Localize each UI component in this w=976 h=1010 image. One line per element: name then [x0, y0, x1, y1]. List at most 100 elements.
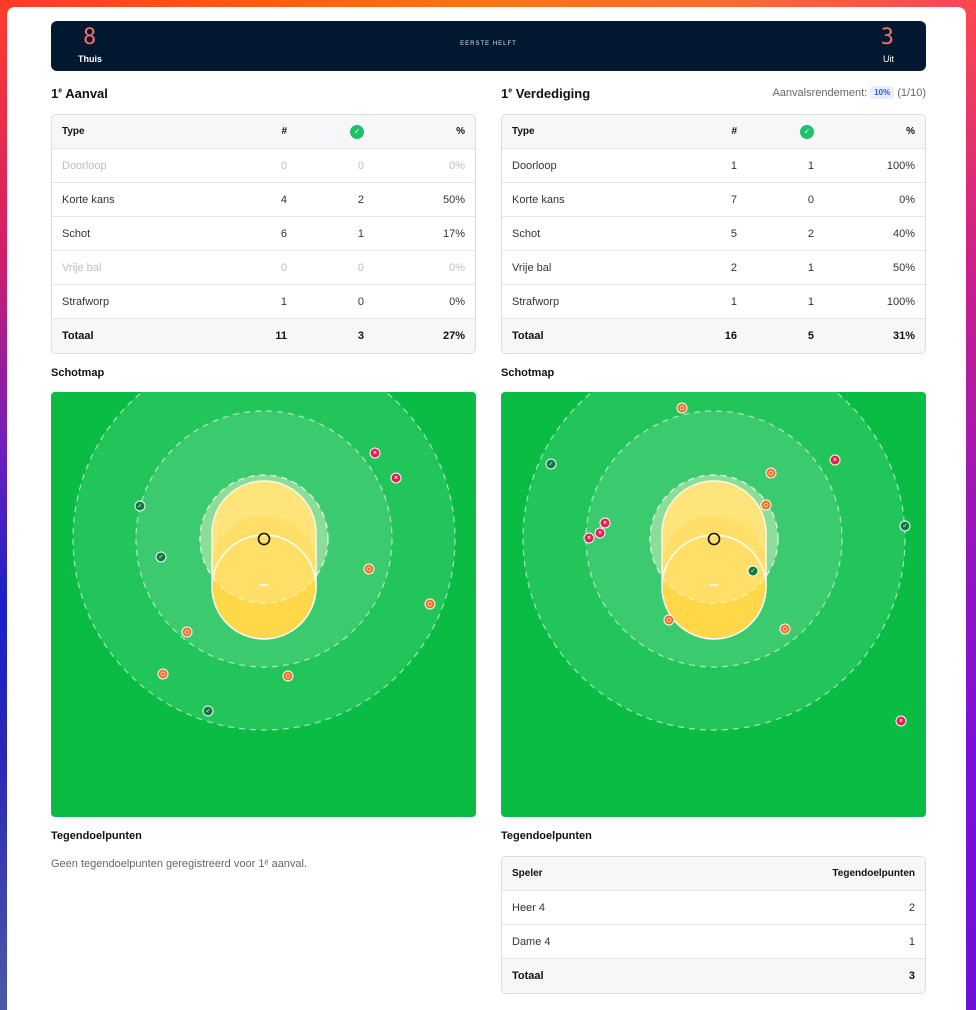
efficiency-ratio: (1/10) — [897, 86, 926, 99]
shot-miss-marker[interactable]: × — [594, 527, 606, 539]
cell-scored: 2 — [357, 193, 364, 206]
shot-blocked-marker[interactable] — [363, 563, 375, 575]
shot-goal-marker[interactable]: ✓ — [134, 500, 146, 512]
cell-goals: 1 — [908, 935, 915, 948]
attack-stats-table: Type # ✓% Doorloop 0 0 0% Korte kans 4 2 50% Schot 6… — [51, 114, 476, 354]
scoreboard: 8 Thuis EERSTE HELFT 3 Uit — [51, 21, 926, 71]
cell-pct: 100% — [886, 295, 915, 308]
total-scored: 3 — [357, 330, 364, 342]
gradient-border-right — [966, 0, 976, 1010]
table-row: Vrije bal 0 0 0% — [52, 251, 475, 285]
attack-title-text: Aanval — [62, 86, 108, 101]
shot-miss-marker[interactable]: × — [599, 517, 611, 529]
defense-title-number: 1 — [501, 86, 509, 101]
efficiency-label: Aanvalsrendement: — [772, 86, 868, 99]
shot-blocked-marker[interactable] — [181, 626, 193, 638]
defense-stats-table: Type # ✓% Doorloop 1 1 100% Korte kans 7 0 0% Schot… — [501, 114, 926, 354]
shot-blocked-marker[interactable] — [765, 467, 777, 479]
cell-type: Strafworp — [62, 295, 110, 308]
table-row: Strafworp 1 0 0% — [52, 285, 475, 319]
defense-shotmap-title: Schotmap — [501, 367, 555, 379]
cell-type: Doorloop — [512, 159, 557, 172]
cell-scored: 1 — [807, 261, 814, 274]
table-total-row: Totaal 11 3 27% — [52, 319, 475, 353]
shot-goal-marker[interactable]: ✓ — [155, 551, 167, 563]
table-row: Doorloop 1 1 100% — [502, 149, 925, 183]
shot-miss-marker[interactable]: × — [583, 532, 595, 544]
cell-count: 1 — [280, 295, 287, 308]
cell-scored: 0 — [357, 159, 364, 172]
total-count: 16 — [724, 330, 737, 342]
ring-icon — [763, 502, 769, 508]
shot-miss-marker[interactable]: × — [895, 715, 907, 727]
ring-icon — [285, 673, 291, 679]
shot-blocked-marker[interactable] — [760, 499, 772, 511]
cell-type: Strafworp — [512, 295, 560, 308]
cell-count: 0 — [280, 159, 287, 172]
table-row: Vrije bal 2 1 50% — [502, 251, 925, 285]
shot-goal-marker[interactable]: ✓ — [747, 565, 759, 577]
table-row: Doorloop 0 0 0% — [52, 149, 475, 183]
total-pct: 31% — [892, 330, 915, 342]
cell-count: 1 — [730, 159, 737, 172]
ring-icon — [679, 405, 685, 411]
ring-icon — [782, 626, 788, 632]
cell-scored: 0 — [357, 295, 364, 308]
attack-title-number: 1 — [51, 86, 59, 101]
home-label: Thuis — [78, 54, 102, 64]
shot-blocked-marker[interactable] — [157, 668, 169, 680]
check-circle-icon: ✓ — [800, 124, 814, 139]
table-row: Heer 4 2 — [502, 891, 925, 925]
total-player: Totaal — [512, 970, 544, 982]
cell-count: 6 — [280, 227, 287, 240]
header-count: # — [281, 126, 287, 137]
cell-type: Vrije bal — [512, 261, 552, 274]
shot-blocked-marker[interactable] — [282, 670, 294, 682]
efficiency-badge: 10% — [870, 86, 895, 99]
period-label: EERSTE HELFT — [460, 41, 517, 47]
conceded-goals-table: Speler Tegendoelpunten Heer 4 2 Dame 4 1 Totaa… — [501, 856, 926, 994]
ring-icon — [160, 671, 166, 677]
korfball-field-svg — [72, 392, 456, 731]
gradient-border-top — [0, 0, 976, 8]
header-count: # — [731, 126, 737, 137]
cell-pct: 0% — [899, 193, 915, 206]
table-row: Dame 4 1 — [502, 925, 925, 959]
header-type: Type — [512, 126, 535, 137]
ring-icon — [768, 470, 774, 476]
total-scored: 5 — [807, 330, 814, 342]
cell-count: 7 — [730, 193, 737, 206]
header-pct: % — [906, 126, 915, 137]
defense-conceded-title: Tegendoelpunten — [501, 830, 592, 842]
check-circle-icon: ✓ — [350, 124, 364, 139]
korfball-field-svg — [522, 392, 906, 731]
shot-goal-marker[interactable]: ✓ — [545, 458, 557, 470]
cell-pct: 0% — [449, 295, 465, 308]
cell-count: 0 — [280, 261, 287, 274]
shot-blocked-marker[interactable] — [663, 614, 675, 626]
shot-miss-marker[interactable]: × — [829, 454, 841, 466]
total-count: 11 — [275, 330, 287, 342]
attack-shotmap-title: Schotmap — [51, 367, 105, 379]
shot-miss-marker[interactable]: × — [369, 447, 381, 459]
table-total-row: Totaal 16 5 31% — [502, 319, 925, 353]
cell-type: Korte kans — [512, 193, 565, 206]
cell-pct: 50% — [892, 261, 915, 274]
shot-miss-marker[interactable]: × — [390, 472, 402, 484]
shot-goal-marker[interactable]: ✓ — [202, 705, 214, 717]
defense-title-sup: e — [508, 87, 513, 95]
table-row: Schot 6 1 17% — [52, 217, 475, 251]
cell-scored: 2 — [807, 227, 814, 240]
cell-pct: 40% — [892, 227, 915, 240]
shot-blocked-marker[interactable] — [779, 623, 791, 635]
cell-type: Schot — [512, 227, 541, 240]
header-player: Speler — [512, 868, 543, 879]
cell-pct: 0% — [449, 261, 465, 274]
shot-blocked-marker[interactable] — [676, 402, 688, 414]
header-goals: Tegendoelpunten — [832, 868, 915, 879]
total-type: Totaal — [62, 330, 94, 342]
cell-scored: 1 — [807, 295, 814, 308]
attack-conceded-empty: Geen tegendoelpunten geregistreerd voor … — [51, 858, 308, 870]
shot-blocked-marker[interactable] — [424, 598, 436, 610]
shot-goal-marker[interactable]: ✓ — [899, 520, 911, 532]
